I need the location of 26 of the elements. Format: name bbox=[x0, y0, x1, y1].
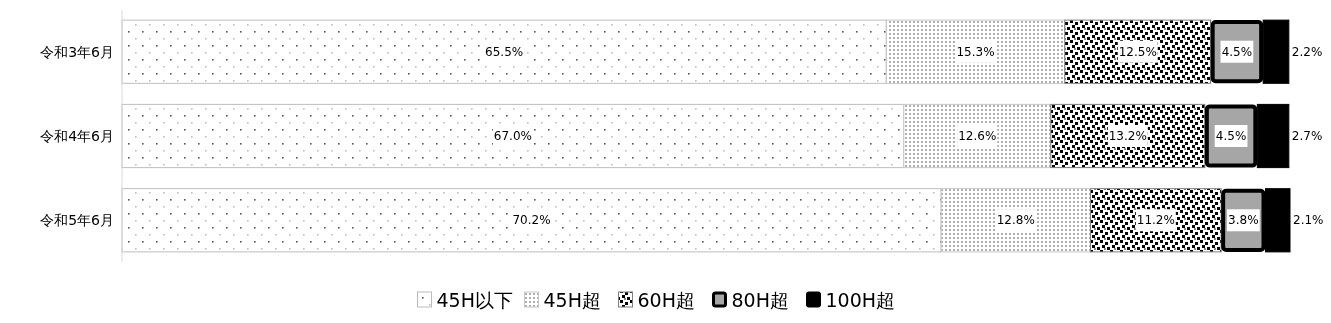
bar bbox=[1050, 103, 1206, 169]
legend-label: 45H超 bbox=[543, 289, 601, 311]
bar bbox=[1089, 188, 1222, 253]
y-tick-label: 令和5年6月 bbox=[40, 212, 114, 229]
data-label: 11.2% bbox=[1136, 213, 1175, 228]
legend-label: 45H以下 bbox=[436, 289, 513, 311]
data-label: 12.5% bbox=[1118, 44, 1157, 59]
data-label: 4.5% bbox=[1215, 129, 1247, 143]
data-label: 13.2% bbox=[1108, 129, 1147, 143]
legend-label: 60H超 bbox=[637, 289, 695, 311]
data-label: 2.1% bbox=[1293, 213, 1324, 228]
data-label: 2.2% bbox=[1291, 44, 1323, 59]
data-label: 15.3% bbox=[956, 44, 995, 59]
y-tick-label: 令和3年6月 bbox=[40, 43, 114, 60]
y-tick-label: 令和4年6月 bbox=[40, 128, 114, 144]
legend-label: 100H超 bbox=[825, 289, 896, 311]
data-label: 67.0% bbox=[493, 129, 532, 143]
data-label: 65.5% bbox=[485, 44, 524, 59]
bar bbox=[1064, 19, 1212, 84]
data-label: 70.2% bbox=[512, 213, 551, 228]
data-label: 12.8% bbox=[996, 213, 1035, 228]
legend-label: 80H超 bbox=[731, 289, 789, 311]
data-label: 3.8% bbox=[1228, 213, 1259, 228]
data-label: 12.6% bbox=[958, 129, 997, 143]
data-label: 2.7% bbox=[1291, 129, 1323, 143]
data-label: 4.5% bbox=[1221, 44, 1253, 59]
